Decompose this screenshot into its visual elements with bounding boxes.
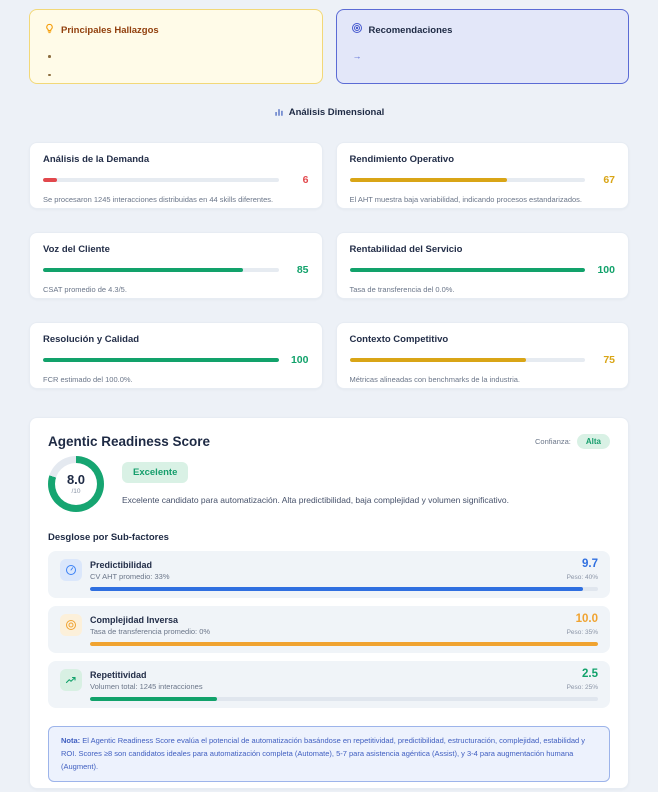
progress-track [43, 178, 279, 182]
progress-fill [349, 268, 585, 272]
metric-description: Métricas alineadas con benchmarks de la … [349, 375, 521, 384]
subfactor-complejidad: Complejidad Inversa Tasa de transferenci… [48, 606, 610, 653]
subfactor-value: 10.0 [575, 613, 598, 626]
finding-bullet [48, 55, 51, 58]
score-gauge: 8.0 /10 [48, 456, 104, 512]
metric-title: Voz del Cliente [43, 244, 110, 255]
progress-fill [43, 178, 58, 182]
subfactor-value: 2.5 [582, 668, 598, 681]
metric-card-demanda: Análisis de la Demanda 6 Se procesaron 1… [29, 142, 323, 209]
progress-track [349, 358, 585, 362]
progress-track [349, 268, 585, 272]
recommendations-title: Recomendaciones [368, 24, 453, 36]
recommendations-card: Recomendaciones → [335, 9, 629, 84]
metric-title: Resolución y Calidad [43, 334, 140, 345]
note-text: El Agentic Readiness Score evalúa el pot… [61, 736, 586, 771]
subfactor-weight: Peso: 25% [566, 683, 598, 691]
metric-description: Tasa de transferencia del 0.0%. [349, 285, 455, 294]
gauge-score: 8.0 [66, 472, 86, 487]
metric-card-contexto: Contexto Competitivo 75 Métricas alinead… [335, 322, 629, 389]
progress-track [90, 587, 598, 591]
metric-title: Análisis de la Demanda [43, 154, 150, 165]
metric-card-resolucion: Resolución y Calidad 100 FCR estimado de… [29, 322, 323, 389]
agentic-description: Excelente candidato para automatización.… [122, 495, 509, 505]
subfactor-repetitividad: Repetitividad Volumen total: 1245 intera… [48, 661, 610, 708]
progress-fill [43, 268, 244, 272]
progress-fill [90, 642, 598, 646]
metric-score: 100 [597, 264, 615, 276]
bar-chart-icon [274, 107, 284, 117]
progress-track [43, 268, 279, 272]
metric-description: Se procesaron 1245 interacciones distrib… [43, 195, 274, 204]
subfactor-weight: Peso: 35% [566, 628, 598, 636]
progress-fill [349, 358, 527, 362]
subfactor-value: 9.7 [582, 558, 598, 571]
metric-description: FCR estimado del 100.0%. [43, 375, 133, 384]
progress-fill [90, 587, 583, 591]
subfactors-title: Desglose por Sub-factores [48, 532, 169, 543]
progress-fill [349, 178, 508, 182]
subfactor-name: Predictibilidad [90, 559, 153, 570]
progress-fill [43, 358, 279, 362]
metric-title: Rentabilidad del Servicio [349, 244, 463, 255]
metric-title: Rendimiento Operativo [349, 154, 455, 165]
section-header: Análisis Dimensional [29, 97, 629, 127]
section-title: Análisis Dimensional [288, 106, 385, 118]
recommendation-arrow: → [352, 51, 362, 61]
subfactor-predictibilidad: Predictibilidad CV AHT promedio: 33% 9.7… [48, 551, 610, 598]
subfactor-detail: Volumen total: 1245 interacciones [90, 681, 203, 691]
subfactor-detail: Tasa de transferencia promedio: 0% [90, 626, 211, 636]
progress-track [349, 178, 585, 182]
note-label: Nota: [61, 736, 81, 745]
metric-score: 85 [296, 264, 309, 276]
metric-score: 6 [302, 174, 309, 186]
metric-description: CSAT promedio de 4.3/5. [43, 285, 127, 294]
lightbulb-icon [44, 21, 55, 39]
agentic-readiness-card: Agentic Readiness Score Confianza: Alta … [29, 417, 629, 790]
findings-title: Principales Hallazgos [61, 24, 159, 36]
metric-score: 75 [603, 354, 615, 366]
subfactor-name: Complejidad Inversa [90, 614, 179, 625]
confidence-label: Confianza: [535, 437, 571, 446]
subfactor-detail: CV AHT promedio: 33% [90, 571, 170, 581]
metric-score: 100 [290, 354, 309, 366]
metric-card-rentabilidad: Rentabilidad del Servicio 100 Tasa de tr… [335, 232, 629, 299]
grade-badge: Excelente [122, 462, 189, 483]
progress-track [43, 358, 279, 362]
agentic-title: Agentic Readiness Score [48, 434, 211, 449]
metric-card-voz-cliente: Voz del Cliente 85 CSAT promedio de 4.3/… [29, 232, 323, 299]
note-box: Nota: El Agentic Readiness Score evalúa … [48, 726, 610, 783]
metric-title: Contexto Competitivo [349, 334, 449, 345]
metric-card-rendimiento: Rendimiento Operativo 67 El AHT muestra … [335, 142, 629, 209]
progress-track [90, 697, 598, 701]
finding-bullet [48, 73, 51, 76]
top-summary-row: Principales Hallazgos Recomendaciones → [29, 9, 629, 84]
progress-track [90, 642, 598, 646]
metric-description: El AHT muestra baja variabilidad, indica… [349, 195, 583, 204]
dimension-grid: Análisis de la Demanda 6 Se procesaron 1… [29, 142, 629, 389]
target-rings-icon [60, 614, 82, 636]
progress-fill [90, 697, 217, 701]
findings-card: Principales Hallazgos [29, 9, 323, 84]
subfactor-name: Repetitividad [90, 669, 147, 680]
target-icon [351, 21, 363, 39]
gauge-max: /10 [71, 488, 81, 495]
trend-up-icon [60, 669, 82, 691]
confidence-badge: Alta [576, 434, 610, 449]
subfactor-weight: Peso: 40% [566, 573, 598, 581]
gauge-dial-icon [60, 559, 82, 581]
metric-score: 67 [603, 174, 615, 186]
